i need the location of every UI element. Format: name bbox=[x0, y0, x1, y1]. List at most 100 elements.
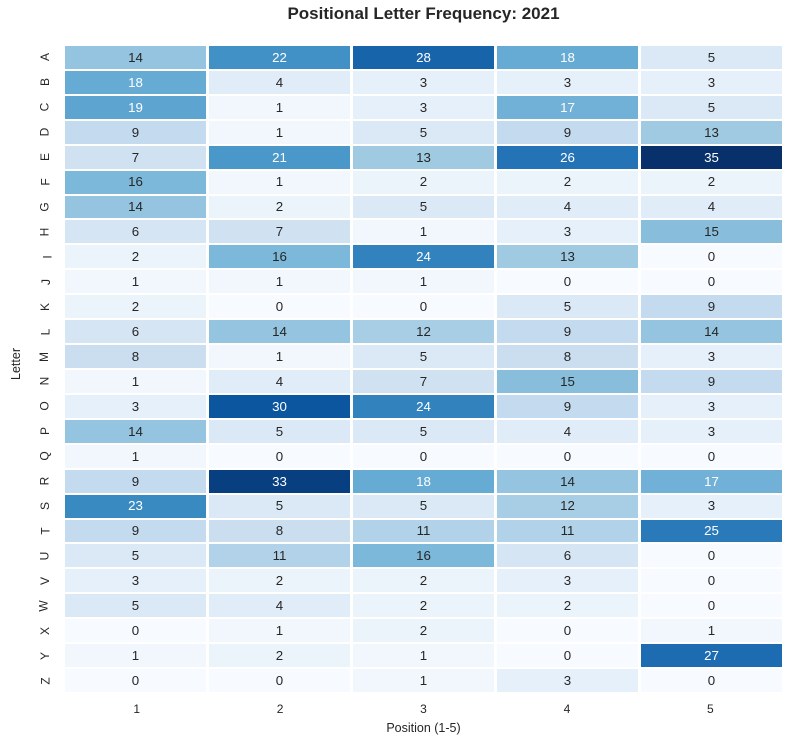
heatmap-cell-M-2: 1 bbox=[209, 345, 350, 368]
heatmap-cell-D-4: 9 bbox=[497, 120, 638, 144]
heatmap-cell-Q-4: 0 bbox=[497, 444, 638, 468]
heatmap-cell-A-3: 28 bbox=[353, 46, 494, 69]
heatmap-cell-F-1: 16 bbox=[65, 170, 206, 194]
heatmap-cell-H-3: 1 bbox=[353, 220, 494, 244]
heatmap-cell-Q-2: 0 bbox=[209, 444, 350, 468]
heatmap-cell-F-5: 2 bbox=[641, 170, 782, 194]
x-tick-label-3: 3 bbox=[420, 702, 427, 716]
heatmap-cell-U-1: 5 bbox=[65, 544, 206, 568]
heatmap-cell-B-1: 18 bbox=[65, 70, 206, 94]
heatmap-cell-Y-2: 2 bbox=[209, 644, 350, 668]
heatmap-cell-N-3: 7 bbox=[353, 369, 494, 393]
heatmap-cell-G-5: 4 bbox=[641, 195, 782, 219]
heatmap-cell-T-3: 11 bbox=[353, 519, 494, 543]
y-tick-label-T: T bbox=[38, 527, 53, 535]
heatmap-cell-S-5: 3 bbox=[641, 494, 782, 518]
heatmap-cell-Z-5: 0 bbox=[641, 669, 782, 692]
y-tick-label-J: J bbox=[39, 278, 53, 285]
heatmap-cell-U-5: 0 bbox=[641, 544, 782, 568]
heatmap-cell-F-4: 2 bbox=[497, 170, 638, 194]
y-tick-label-N: N bbox=[37, 377, 52, 386]
heatmap-cell-R-5: 17 bbox=[641, 469, 782, 493]
x-tick-label-5: 5 bbox=[706, 702, 714, 716]
heatmap-cell-P-3: 5 bbox=[353, 419, 494, 443]
heatmap-cell-S-4: 12 bbox=[497, 494, 638, 518]
heatmap-cell-Z-2: 0 bbox=[209, 669, 350, 692]
heatmap-cell-O-5: 3 bbox=[641, 394, 782, 418]
heatmap-cell-J-5: 0 bbox=[641, 270, 782, 294]
y-tick-label-R: R bbox=[37, 476, 52, 486]
heatmap-grid: 14 22 28 18 5 18 4 3 3 3 19 1 3 17 5 9 1 5 9 13 7 21 13 26 35 16 1… bbox=[65, 46, 782, 692]
heatmap-cell-L-3: 12 bbox=[353, 320, 494, 344]
heatmap-cell-J-4: 0 bbox=[497, 270, 638, 294]
heatmap-cell-E-3: 13 bbox=[353, 145, 494, 169]
heatmap-cell-I-2: 16 bbox=[209, 245, 350, 269]
heatmap-cell-W-5: 0 bbox=[641, 594, 782, 618]
x-tick-label-1: 1 bbox=[133, 702, 141, 716]
y-tick-label-Y: Y bbox=[37, 651, 52, 660]
y-tick-label-P: P bbox=[37, 427, 52, 436]
heatmap-cell-X-2: 1 bbox=[209, 619, 350, 643]
heatmap-cell-Y-4: 0 bbox=[497, 644, 638, 668]
heatmap-cell-W-2: 4 bbox=[209, 594, 350, 618]
heatmap-cell-H-1: 6 bbox=[65, 220, 206, 244]
heatmap-cell-V-1: 3 bbox=[65, 569, 206, 593]
heatmap-cell-X-3: 2 bbox=[353, 619, 494, 643]
heatmap-cell-H-5: 15 bbox=[641, 220, 782, 244]
heatmap-cell-P-4: 4 bbox=[497, 419, 638, 443]
heatmap-cell-L-5: 14 bbox=[641, 320, 782, 344]
heatmap-cell-C-4: 17 bbox=[497, 95, 638, 119]
heatmap-cell-A-5: 5 bbox=[641, 46, 782, 69]
y-tick-label-Q: Q bbox=[37, 451, 52, 461]
y-tick-labels: A B C D E F G H I J K L M N O P Q R S T U V W X Y Z bbox=[0, 46, 65, 692]
heatmap-cell-K-5: 9 bbox=[641, 295, 782, 319]
heatmap-cell-E-2: 21 bbox=[209, 145, 350, 169]
heatmap-cell-B-5: 3 bbox=[641, 70, 782, 94]
x-tick-label-2: 2 bbox=[276, 702, 284, 716]
heatmap-cell-V-3: 2 bbox=[353, 569, 494, 593]
heatmap-cell-Y-5: 27 bbox=[641, 644, 782, 668]
heatmap-cell-G-1: 14 bbox=[65, 195, 206, 219]
heatmap-cell-B-2: 4 bbox=[209, 70, 350, 94]
heatmap-cell-D-1: 9 bbox=[65, 120, 206, 144]
heatmap-cell-Q-1: 1 bbox=[65, 444, 206, 468]
heatmap-cell-L-2: 14 bbox=[209, 320, 350, 344]
heatmap-cell-N-4: 15 bbox=[497, 369, 638, 393]
heatmap-cell-K-2: 0 bbox=[209, 295, 350, 319]
heatmap-cell-I-1: 2 bbox=[65, 245, 206, 269]
heatmap-cell-F-3: 2 bbox=[353, 170, 494, 194]
heatmap-cell-E-4: 26 bbox=[497, 145, 638, 169]
heatmap-cell-Y-1: 1 bbox=[65, 644, 206, 668]
heatmap-cell-F-2: 1 bbox=[209, 170, 350, 194]
heatmap-cell-R-4: 14 bbox=[497, 469, 638, 493]
heatmap-cell-M-3: 5 bbox=[353, 345, 494, 368]
heatmap-cell-X-5: 1 bbox=[641, 619, 782, 643]
heatmap-cell-O-4: 9 bbox=[497, 394, 638, 418]
x-tick-label-4: 4 bbox=[563, 702, 571, 716]
heatmap-cell-M-5: 3 bbox=[641, 345, 782, 368]
y-tick-label-O: O bbox=[37, 401, 52, 412]
heatmap-cell-G-2: 2 bbox=[209, 195, 350, 219]
heatmap-cell-E-1: 7 bbox=[65, 145, 206, 169]
heatmap-cell-M-1: 8 bbox=[65, 345, 206, 368]
heatmap-cell-U-2: 11 bbox=[209, 544, 350, 568]
heatmap-cell-V-5: 0 bbox=[641, 569, 782, 593]
heatmap-cell-J-2: 1 bbox=[209, 270, 350, 294]
y-tick-label-E: E bbox=[37, 153, 52, 162]
heatmap-cell-T-4: 11 bbox=[497, 519, 638, 543]
heatmap-cell-Z-1: 0 bbox=[65, 669, 206, 692]
heatmap-cell-V-2: 2 bbox=[209, 569, 350, 593]
heatmap-cell-L-1: 6 bbox=[65, 320, 206, 344]
heatmap-cell-R-2: 33 bbox=[209, 469, 350, 493]
heatmap-cell-A-2: 22 bbox=[209, 46, 350, 69]
heatmap-cell-K-3: 0 bbox=[353, 295, 494, 319]
heatmap-cell-Q-5: 0 bbox=[641, 444, 782, 468]
heatmap-cell-A-1: 14 bbox=[65, 46, 206, 69]
y-tick-label-A: A bbox=[37, 53, 52, 62]
heatmap-cell-S-2: 5 bbox=[209, 494, 350, 518]
heatmap-cell-I-3: 24 bbox=[353, 245, 494, 269]
heatmap-cell-G-3: 5 bbox=[353, 195, 494, 219]
y-tick-label-Z: Z bbox=[38, 676, 53, 685]
y-tick-label-I: I bbox=[40, 255, 55, 259]
